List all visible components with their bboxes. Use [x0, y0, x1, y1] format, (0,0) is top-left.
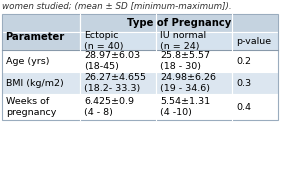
Text: 0.4: 0.4 [236, 103, 251, 112]
Text: 6.425±0.9
(4 - 8): 6.425±0.9 (4 - 8) [84, 97, 134, 117]
Text: 5.54±1.31
(4 -10): 5.54±1.31 (4 -10) [160, 97, 210, 117]
Bar [232, 72, 278, 94]
Bar [2, 94, 80, 120]
Text: BMI (kg/m2): BMI (kg/m2) [6, 78, 64, 88]
Text: Type of Pregnancy: Type of Pregnancy [127, 18, 231, 28]
Bar [80, 72, 156, 94]
Text: 24.98±6.26
(19 - 34.6): 24.98±6.26 (19 - 34.6) [160, 73, 216, 93]
Bar [2, 14, 80, 32]
Bar [232, 50, 278, 72]
Bar [2, 14, 278, 120]
Text: 25.8±5.57
(18 - 30): 25.8±5.57 (18 - 30) [160, 51, 210, 71]
Text: 28.97±6.03
(18-45): 28.97±6.03 (18-45) [84, 51, 140, 71]
Text: Age (yrs): Age (yrs) [6, 56, 49, 66]
Text: Parameter: Parameter [5, 32, 64, 42]
Bar [2, 72, 80, 94]
Bar [156, 94, 232, 120]
Text: p-value: p-value [236, 37, 271, 45]
Bar [80, 94, 156, 120]
Bar [80, 50, 156, 72]
Bar [80, 32, 156, 50]
Bar [2, 32, 80, 50]
Text: 26.27±4.655
(18.2- 33.3): 26.27±4.655 (18.2- 33.3) [84, 73, 146, 93]
Bar [2, 50, 80, 72]
Bar [232, 32, 278, 50]
Text: Weeks of
pregnancy: Weeks of pregnancy [6, 97, 56, 117]
Text: IU normal
(n = 24): IU normal (n = 24) [160, 31, 206, 51]
Bar [80, 14, 278, 32]
Text: 0.3: 0.3 [236, 78, 251, 88]
Bar [156, 50, 232, 72]
Text: 0.2: 0.2 [236, 56, 251, 66]
Bar [156, 72, 232, 94]
Text: women studied; (mean ± SD [minimum-maximum]).: women studied; (mean ± SD [minimum-maxim… [2, 2, 232, 11]
Bar [156, 32, 232, 50]
Bar [232, 94, 278, 120]
Text: Ectopic
(n = 40): Ectopic (n = 40) [84, 31, 123, 51]
